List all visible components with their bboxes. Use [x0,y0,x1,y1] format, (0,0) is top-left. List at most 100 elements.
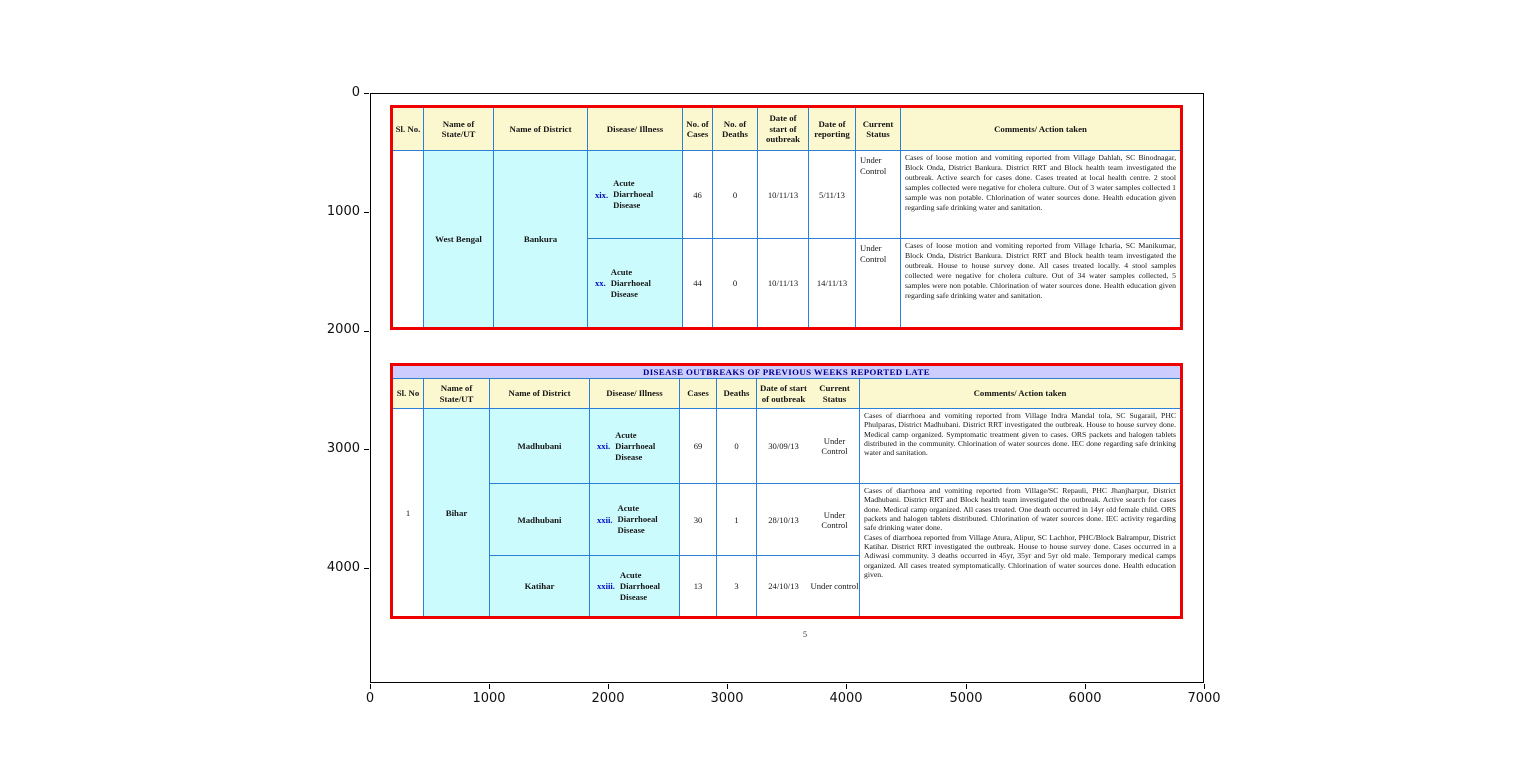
t1-header-comments: Comments/ Action taken [901,108,1180,151]
x-tick-mark [846,684,847,689]
t2-header-district: Name of District [490,379,590,409]
t2-header-comments: Comments/ Action taken [860,379,1180,409]
t1-row1-disease: xix. Acute Diarrhoeal Disease [588,151,683,239]
x-tick-label: 0 [365,691,375,706]
t2-row2-district: Madhubani [490,484,590,556]
y-tick-label: 1000 [326,204,360,219]
t1-row1-disease-name: Acute Diarrhoeal Disease [613,178,654,210]
t2-row3-cases: 13 [680,556,717,616]
t2-state-cell: Bihar [424,409,490,616]
t2-row1-disease: xxi. Acute Diarrhoeal Disease [590,409,680,484]
t1-row2-date-start: 10/11/13 [758,239,809,327]
x-tick-label: 5000 [949,691,983,706]
t2-header-date-start: Date of start of outbreak [757,379,810,409]
t2-row2-3-comments-merged: Cases of diarrhoea and vomiting reported… [860,484,1180,616]
t1-row2-comments: Cases of loose motion and vomiting repor… [905,241,1176,300]
t1-header-district: Name of District [494,108,588,151]
x-tick-mark [370,684,371,689]
x-tick-label: 7000 [1187,691,1221,706]
t2-row1-comments: Cases of diarrhoea and vomiting reported… [860,409,1180,484]
t2-row3-date-start: 24/10/13 [768,581,799,591]
t2-row1-disease-name: Acute Diarrhoeal Disease [615,429,656,462]
y-tick-label: 4000 [326,560,360,575]
t1-row1-deaths: 0 [713,151,758,239]
t2-slno-cell: 1 [393,409,424,616]
x-tick-mark [1204,684,1205,689]
t2-row3-comments: Cases of diarrhoea reported from Village… [864,532,1176,580]
t1-row1-date-report: 5/11/13 [809,151,856,239]
t1-header-state: Name of State/UT [424,108,494,151]
x-tick-label: 1000 [472,691,506,706]
x-tick-mark [1085,684,1086,689]
t2-header-slno: Sl. No [393,379,424,409]
t1-row1-date-start: 10/11/13 [758,151,809,239]
t2-row1-cases: 69 [680,409,717,484]
t1-row1-status: Under Control [856,151,901,239]
t1-row2-cases: 44 [683,239,713,327]
plot-axes: Sl. No. Name of State/UT Name of Distric… [370,93,1204,683]
y-tick-label: 2000 [326,322,360,337]
t1-row2-deaths: 0 [713,239,758,327]
x-tick-mark [727,684,728,689]
t1-header-cases: No. of Cases [683,108,713,151]
t2-row1-marker: xxi. [597,441,611,451]
x-tick-label: 3000 [710,691,744,706]
t2-header-state: Name of State/UT [424,379,490,409]
t2-header-disease: Disease/ Illness [590,379,680,409]
y-tick-mark [364,211,369,213]
t2-title-bar: DISEASE OUTBREAKS OF PREVIOUS WEEKS REPO… [393,366,1180,379]
y-tick-mark [364,330,369,332]
t1-header-disease: Disease/ Illness [588,108,683,151]
y-tick-mark [364,449,369,451]
t1-header-deaths: No. of Deaths [713,108,758,151]
t1-row1-marker: xix. [595,189,609,200]
t1-header-status: Current Status [856,108,901,151]
t1-row1-cases: 46 [683,151,713,239]
t1-row1-comments: Cases of loose motion and vomiting repor… [901,151,1180,239]
outbreak-table-current: Sl. No. Name of State/UT Name of Distric… [390,105,1183,330]
t2-row3-status: Under control [810,556,860,616]
t1-row2-date-report: 14/11/13 [809,239,856,327]
t1-header-slno: Sl. No. [393,108,424,151]
t2-header-status: Current Status [810,379,860,409]
t1-header-date-report: Date of reporting [809,108,856,151]
t2-row2-status: Under Control [810,484,860,556]
t1-district-cell: Bankura [494,151,588,327]
t1-row2-status: Under Control [856,239,901,327]
t2-row2-comments: Cases of diarrhoea and vomiting reported… [864,486,1176,533]
y-tick-label: 3000 [326,441,360,456]
t2-row2-deaths: 1 [717,484,757,556]
t2-row1-deaths: 0 [717,409,757,484]
x-tick-mark [489,684,490,689]
y-tick-mark [364,568,369,569]
t2-row1-status: Under Control [810,409,860,484]
t2-row2-disease: xxii. Acute Diarrhoeal Disease [590,484,680,556]
t2-row2-disease-name: Acute Diarrhoeal Disease [617,503,658,535]
t1-state-cell: West Bengal [424,151,494,327]
document-page-number: 5 [803,630,807,639]
t2-row3-marker: xxiii. [597,581,615,591]
y-tick-mark [364,93,369,94]
x-tick-mark [966,684,967,689]
x-tick-mark [608,684,609,689]
t2-header-cases: Cases [680,379,717,409]
t1-row2-disease-name: Acute Diarrhoeal Disease [610,266,651,299]
t2-row1-date-start: 30/09/13 [757,409,810,484]
t2-row3-disease-name: Acute Diarrhoeal Disease [619,569,661,602]
y-tick-label: 0 [351,85,360,100]
t2-row2-date-start: 28/10/13 [757,484,810,556]
t2-row2-marker: xxii. [597,514,613,525]
t2-row3-disease: xxiii. Acute Diarrhoeal Disease [590,556,680,616]
t1-row2-marker: xx. [595,278,606,288]
x-tick-label: 6000 [1068,691,1102,706]
t2-row3-deaths: 3 [717,556,757,616]
t2-row3-district: Katihar [490,556,590,616]
t1-row2-disease: xx. Acute Diarrhoeal Disease [588,239,683,327]
x-tick-label: 2000 [591,691,625,706]
t2-row2-cases: 30 [680,484,717,556]
t1-header-date-start: Date of start of outbreak [758,108,809,151]
outbreak-table-previous: DISEASE OUTBREAKS OF PREVIOUS WEEKS REPO… [390,363,1183,619]
t2-row1-district: Madhubani [490,409,590,484]
t1-slno-cell [393,151,424,327]
